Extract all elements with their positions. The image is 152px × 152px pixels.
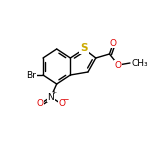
Text: Br: Br (26, 71, 36, 79)
Text: O: O (110, 38, 117, 47)
Text: O: O (115, 60, 122, 69)
Text: CH₃: CH₃ (132, 59, 149, 67)
Text: −: − (62, 95, 69, 105)
Text: N: N (47, 93, 54, 102)
Text: +: + (51, 90, 56, 95)
Text: O: O (37, 100, 44, 109)
Text: S: S (80, 43, 88, 53)
Text: O: O (58, 100, 65, 109)
